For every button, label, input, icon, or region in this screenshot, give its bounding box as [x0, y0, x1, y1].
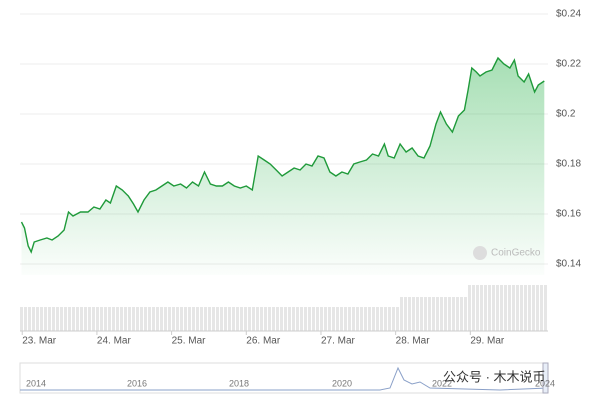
y-tick-label: $0.18 [556, 159, 581, 170]
overlay-text: 公众号 · 木木说币 [443, 369, 546, 384]
navigator-label: 2022 [432, 378, 452, 388]
logo: CoinGecko [473, 246, 541, 260]
x-tick-label: 29. Mar [470, 336, 505, 347]
x-tick-label: 27. Mar [321, 336, 356, 347]
navigator-line [20, 366, 549, 391]
x-tick-label: 23. Mar [22, 336, 57, 347]
navigator-label: 2018 [229, 378, 249, 388]
volume-mask [20, 285, 400, 307]
volume-mask [400, 285, 468, 297]
price-line [20, 56, 545, 254]
navigator-labels: 2014 2016 2018 2020 2022 2024 [26, 378, 555, 388]
navigator-label: 2020 [332, 378, 352, 388]
navigator-label: 2024 [535, 378, 555, 388]
x-tick-label: 26. Mar [246, 336, 281, 347]
x-tick-label: 25. Mar [172, 336, 207, 347]
navigator-handle[interactable] [542, 362, 549, 394]
y-tick-label: $0.14 [556, 259, 581, 270]
x-tick-label: 28. Mar [396, 336, 431, 347]
area-fill [21, 58, 545, 275]
y-tick-label: $0.24 [556, 9, 581, 20]
y-tick-label: $0.16 [556, 209, 581, 220]
y-tick-label: $0.22 [556, 59, 581, 70]
x-tick-label: 24. Mar [97, 336, 132, 347]
watermark: CoinGecko [491, 248, 541, 259]
navigator-label: 2014 [26, 378, 46, 388]
navigator-label: 2016 [127, 378, 147, 388]
y-tick-label: $0.2 [556, 109, 576, 120]
